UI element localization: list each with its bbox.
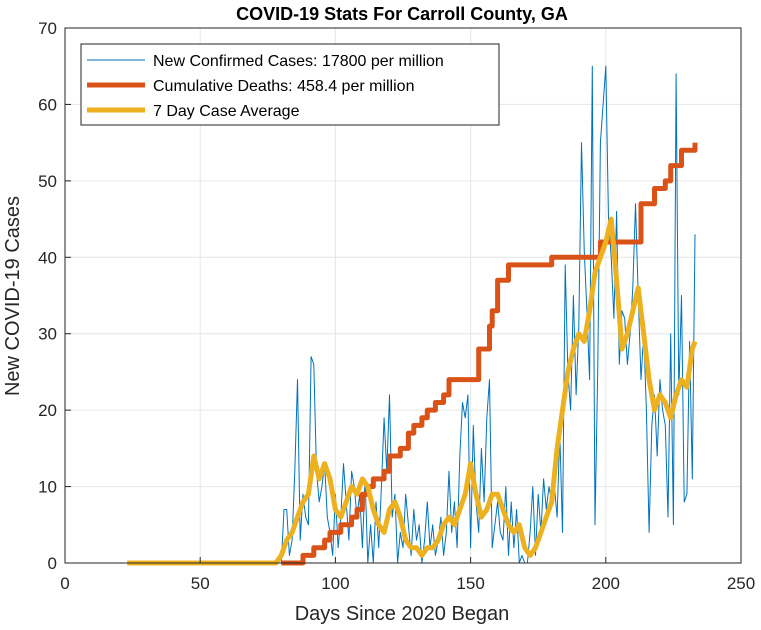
x-axis-label: Days Since 2020 Began xyxy=(295,603,510,625)
series-layer xyxy=(127,65,698,566)
y-tick-label: 60 xyxy=(38,95,57,114)
y-tick-label: 20 xyxy=(38,401,57,420)
x-tick-label: 0 xyxy=(60,574,69,593)
x-tick-label: 250 xyxy=(727,574,755,593)
x-tick-label: 50 xyxy=(191,574,210,593)
y-tick-label: 50 xyxy=(38,172,57,191)
legend: New Confirmed Cases: 17800 per million Cu… xyxy=(80,43,500,126)
series-line-3 xyxy=(127,216,698,566)
legend-label-1: New Confirmed Cases: 17800 per million xyxy=(153,53,444,70)
legend-label-2: Cumulative Deaths: 458.4 per million xyxy=(153,78,414,95)
y-tick-label: 70 xyxy=(38,19,57,38)
legend-label-3: 7 Day Case Average xyxy=(153,103,300,120)
chart-title: COVID-19 Stats For Carroll County, GA xyxy=(236,4,568,24)
y-tick-label: 0 xyxy=(48,554,57,573)
ticks: 0 50 100 150 200 250 0 10 20 30 40 50 60 70 xyxy=(38,19,755,593)
plot-frame xyxy=(64,27,742,564)
y-tick-label: 40 xyxy=(38,248,57,267)
series-line-2 xyxy=(281,142,698,566)
y-tick-label: 30 xyxy=(38,325,57,344)
x-tick-label: 200 xyxy=(592,574,620,593)
x-tick-label: 150 xyxy=(456,574,484,593)
legend-box xyxy=(80,43,500,126)
y-tick-label: 10 xyxy=(38,478,57,497)
x-tick-label: 100 xyxy=(321,574,349,593)
y-axis-label: New COVID-19 Cases xyxy=(2,196,24,396)
